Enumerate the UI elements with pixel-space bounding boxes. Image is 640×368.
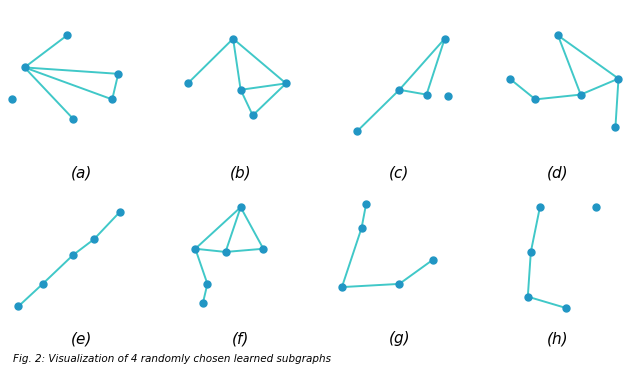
Text: (b): (b)	[230, 166, 252, 181]
Text: (d): (d)	[547, 166, 569, 181]
Point	[198, 300, 208, 306]
Point	[352, 128, 362, 134]
Text: (e): (e)	[71, 331, 93, 346]
Point	[394, 87, 404, 93]
Point	[613, 76, 623, 82]
Point	[68, 252, 78, 258]
Point	[38, 281, 48, 287]
Text: (h): (h)	[547, 331, 569, 346]
Point	[7, 96, 17, 102]
Point	[220, 249, 230, 255]
Point	[202, 281, 212, 287]
Point	[504, 76, 515, 82]
Point	[361, 201, 371, 207]
Point	[236, 204, 246, 210]
Text: (c): (c)	[389, 166, 410, 181]
Point	[356, 225, 367, 231]
Point	[523, 294, 533, 300]
Point	[611, 124, 621, 130]
Point	[13, 303, 24, 309]
Point	[561, 305, 571, 311]
Point	[248, 112, 258, 118]
Text: Fig. 2: Visualization of 4 randomly chosen learned subgraphs: Fig. 2: Visualization of 4 randomly chos…	[13, 354, 331, 364]
Point	[443, 93, 453, 99]
Point	[440, 36, 450, 42]
Point	[531, 96, 541, 102]
Point	[337, 284, 347, 290]
Point	[182, 81, 193, 86]
Point	[115, 209, 125, 215]
Point	[535, 204, 545, 210]
Point	[525, 249, 536, 255]
Point	[236, 87, 246, 93]
Point	[61, 32, 72, 38]
Point	[421, 92, 431, 98]
Point	[190, 246, 200, 252]
Point	[281, 81, 291, 86]
Point	[575, 92, 586, 98]
Point	[228, 36, 238, 42]
Point	[258, 246, 268, 252]
Point	[68, 116, 78, 121]
Point	[591, 204, 601, 210]
Point	[553, 32, 563, 38]
Point	[89, 236, 99, 242]
Point	[107, 96, 117, 102]
Point	[428, 257, 438, 263]
Point	[113, 71, 124, 77]
Text: (f): (f)	[232, 331, 250, 346]
Text: (g): (g)	[388, 331, 410, 346]
Point	[394, 281, 404, 287]
Point	[19, 64, 29, 70]
Text: (a): (a)	[71, 166, 93, 181]
